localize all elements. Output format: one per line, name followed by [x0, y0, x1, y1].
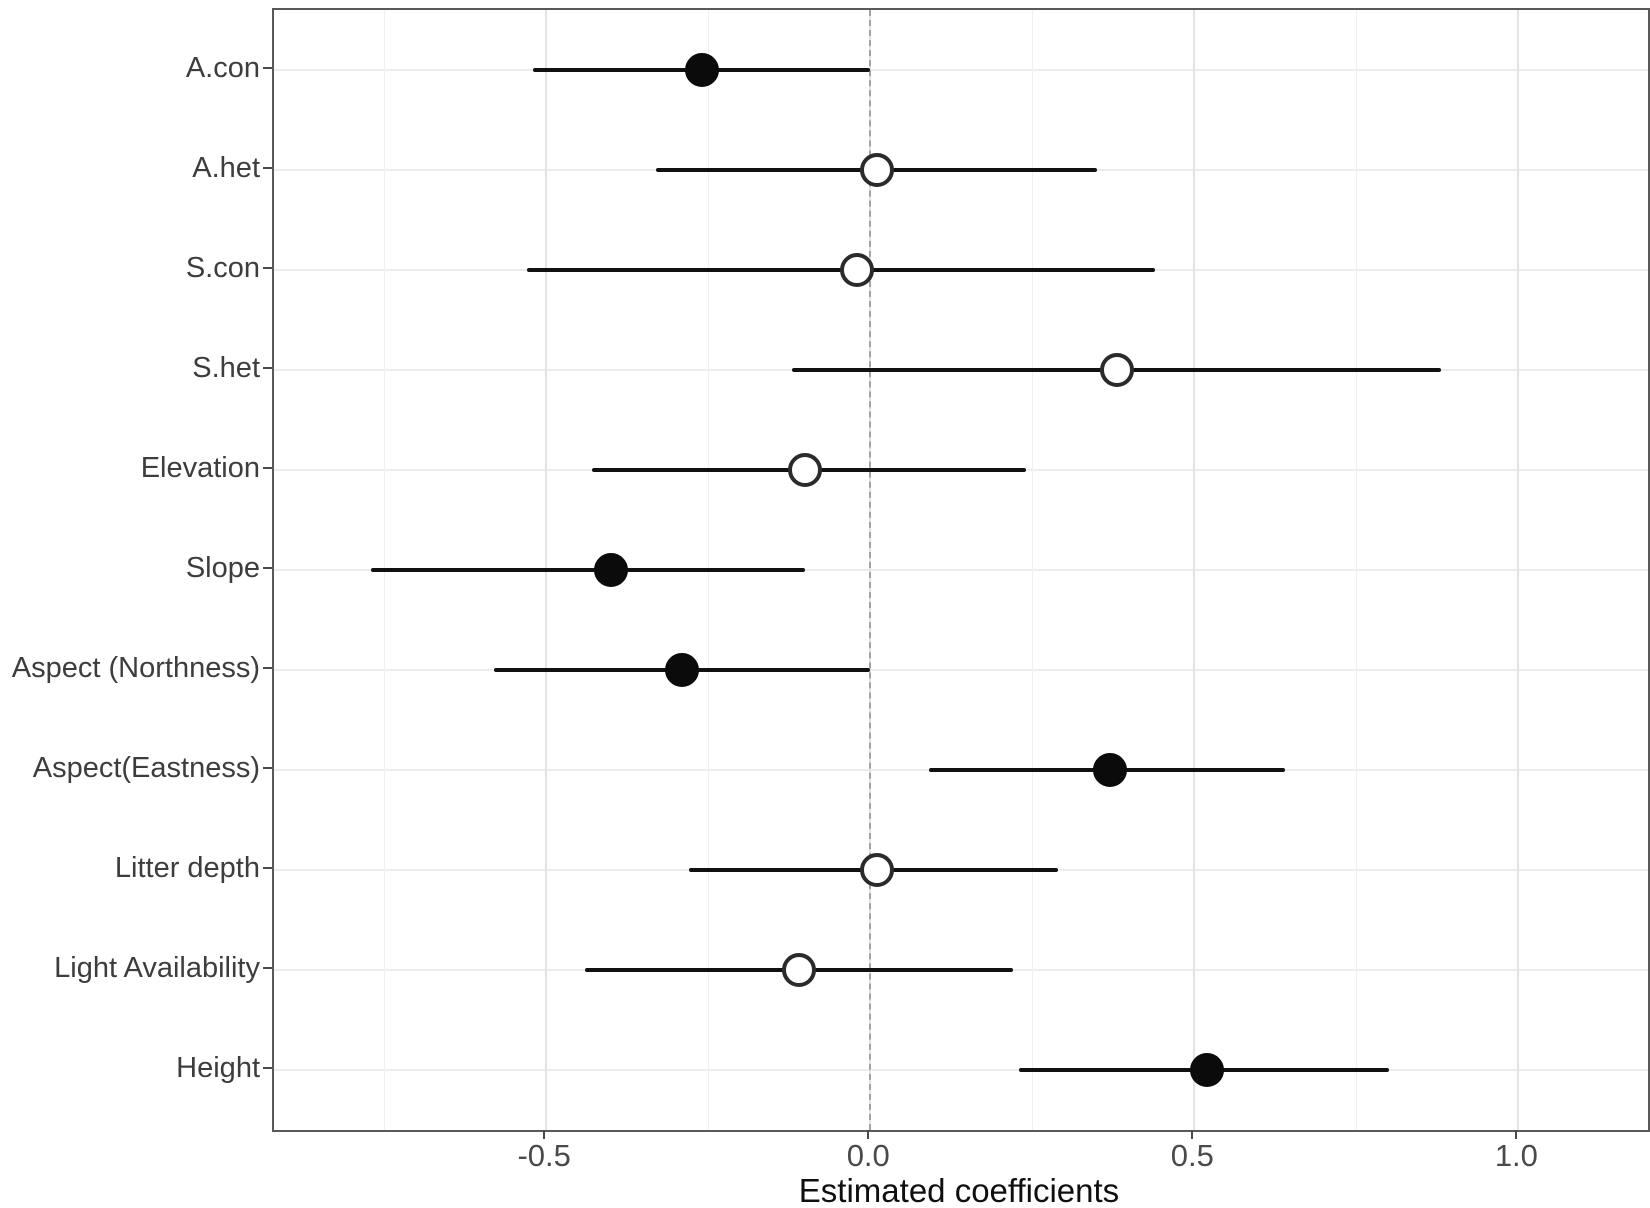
x-axis-tick	[867, 1130, 870, 1139]
y-axis-label: S.het	[192, 352, 260, 384]
y-axis-tick	[263, 767, 272, 769]
y-axis-tick	[263, 267, 272, 269]
zero-reference-line	[869, 10, 872, 1130]
y-axis-tick	[263, 67, 272, 69]
point-estimate	[594, 553, 629, 587]
vertical-minor-gridline	[1356, 10, 1358, 1130]
x-axis-tick-label: 0.0	[846, 1138, 890, 1173]
x-axis-tick	[543, 1130, 546, 1139]
y-axis-label: Height	[176, 1052, 260, 1084]
y-axis-tick	[263, 1067, 272, 1069]
x-axis-tick-label: -0.5	[517, 1138, 571, 1173]
y-axis-tick	[263, 467, 272, 469]
point-estimate	[859, 853, 894, 887]
x-axis-tick	[1515, 1130, 1518, 1139]
y-axis-tick	[263, 867, 272, 869]
y-axis-tick	[263, 667, 272, 669]
point-estimate	[1190, 1053, 1225, 1087]
point-estimate	[665, 653, 700, 687]
x-axis-tick-label: 0.5	[1170, 1138, 1214, 1173]
y-axis-label: S.con	[185, 252, 260, 284]
y-axis-label: Light Availability	[54, 952, 260, 984]
y-axis-tick	[263, 367, 272, 369]
y-axis-tick	[263, 167, 272, 169]
y-axis-label: Litter depth	[114, 852, 260, 884]
horizontal-gridline	[274, 569, 1648, 571]
point-estimate	[859, 153, 894, 187]
point-estimate	[781, 953, 816, 987]
y-axis-label: A.het	[192, 152, 260, 184]
y-axis-tick	[263, 567, 272, 569]
x-axis-title: Estimated coefficients	[798, 1172, 1120, 1208]
point-estimate	[1099, 353, 1134, 387]
y-axis-label: Aspect(Eastness)	[32, 752, 260, 784]
y-axis-label: Slope	[185, 552, 260, 584]
x-axis-tick-label: 1.0	[1494, 1138, 1538, 1173]
point-estimate	[788, 453, 823, 487]
horizontal-gridline	[274, 1069, 1648, 1071]
vertical-minor-gridline	[1032, 10, 1034, 1130]
y-axis-label: A.con	[185, 52, 260, 84]
confidence-interval-bar	[371, 568, 806, 572]
horizontal-gridline	[274, 669, 1648, 671]
x-axis-tick	[1191, 1130, 1194, 1139]
y-axis-label: Aspect (Northness)	[11, 652, 260, 684]
vertical-major-gridline	[1517, 10, 1520, 1130]
horizontal-gridline	[274, 69, 1648, 71]
plot-panel	[272, 8, 1650, 1132]
point-estimate	[840, 253, 875, 287]
point-estimate	[684, 53, 719, 87]
y-axis-tick	[263, 967, 272, 969]
point-estimate	[1093, 753, 1128, 787]
vertical-major-gridline	[1193, 10, 1196, 1130]
y-axis-label: Elevation	[140, 452, 260, 484]
